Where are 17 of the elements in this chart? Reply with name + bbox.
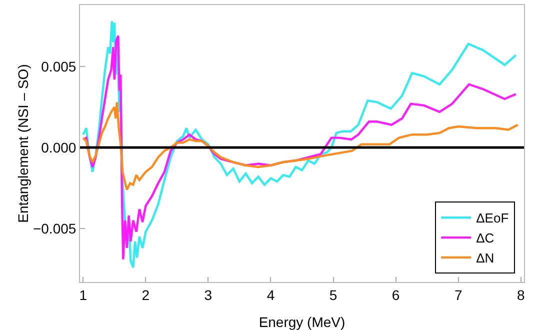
x-tick-label: 3 xyxy=(204,286,212,303)
x-tick-label: 7 xyxy=(454,286,462,303)
x-tick-label: 4 xyxy=(266,286,275,303)
x-tick-label: 1 xyxy=(79,286,88,303)
x-axis-title: Energy (MeV) xyxy=(258,314,346,330)
y-tick-label: 0.000 xyxy=(41,139,76,156)
legend-label: ΔC xyxy=(476,230,494,246)
x-tick-label: 2 xyxy=(142,286,150,303)
line-series xyxy=(82,101,519,191)
legend-label: ΔN xyxy=(476,250,494,266)
y-tick-label: −0.005 xyxy=(32,220,76,236)
x-tick-label: 6 xyxy=(392,286,400,303)
y-tick-label: 0.005 xyxy=(41,58,76,74)
legend-label: ΔEoF xyxy=(476,210,509,226)
x-tick-label: 5 xyxy=(329,286,338,303)
x-tick-label: 8 xyxy=(516,286,525,303)
y-axis-title: Entanglement (NSI – SO) xyxy=(14,64,31,223)
